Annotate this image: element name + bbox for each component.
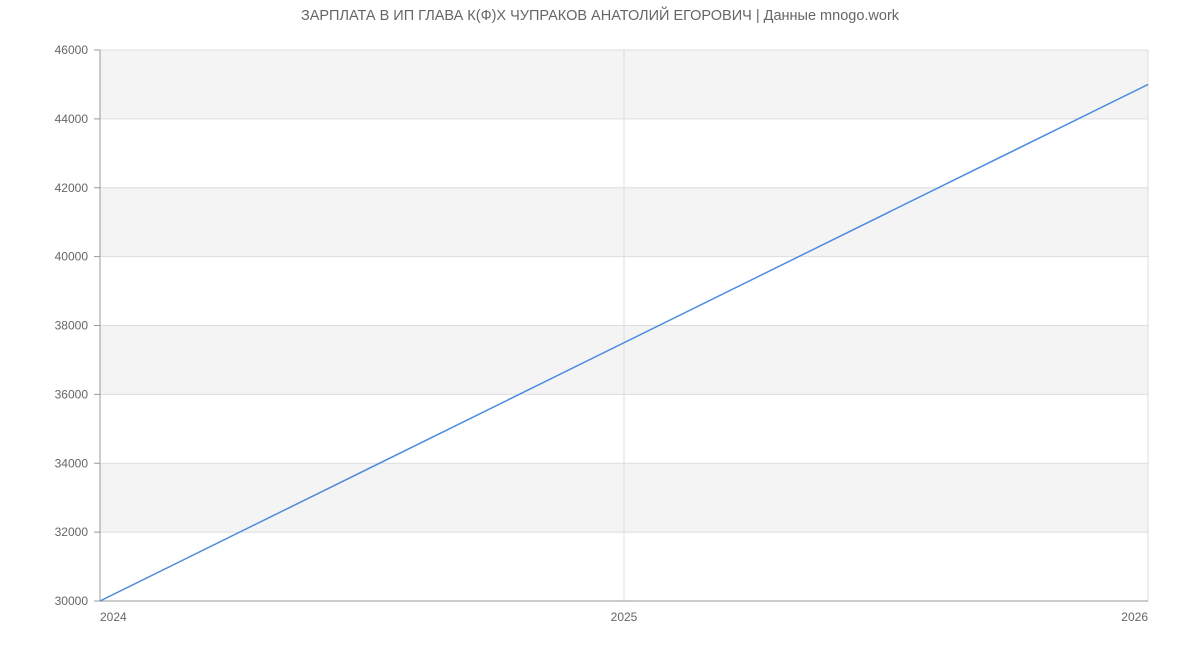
svg-text:2025: 2025 [611,610,638,624]
svg-text:38000: 38000 [55,319,89,333]
svg-text:46000: 46000 [55,43,89,57]
svg-text:32000: 32000 [55,525,89,539]
svg-text:40000: 40000 [55,250,89,264]
svg-text:42000: 42000 [55,181,89,195]
svg-text:34000: 34000 [55,456,89,470]
svg-text:36000: 36000 [55,387,89,401]
svg-text:2026: 2026 [1121,610,1148,624]
svg-text:44000: 44000 [55,112,89,126]
svg-text:2024: 2024 [100,610,127,624]
svg-text:30000: 30000 [55,594,89,608]
